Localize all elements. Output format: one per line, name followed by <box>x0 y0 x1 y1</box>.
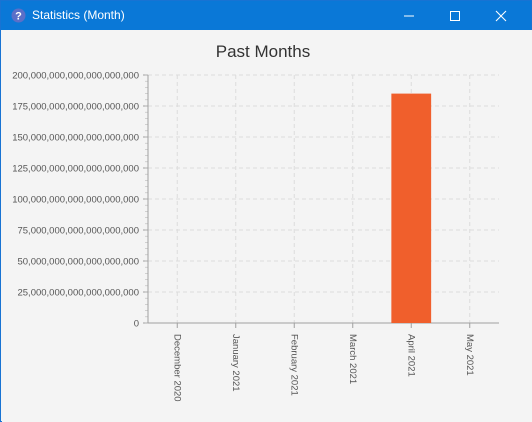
chart-title: Past Months <box>215 42 311 61</box>
x-tick-label: December 2020 <box>171 334 182 402</box>
y-tick-label: 100,000,000,000,000,000,000 <box>12 195 139 206</box>
y-tick-label: 200,000,000,000,000,000,000 <box>12 71 139 82</box>
y-tick-label: 75,000,000,000,000,000,000 <box>17 226 139 237</box>
chart-panel: Past Months 0 25,000,000,000,000,000,000 5… <box>2 30 532 422</box>
window-title: Statistics (Month) <box>32 8 125 22</box>
y-tick-label: 0 <box>134 319 139 330</box>
minimize-icon <box>404 15 414 16</box>
title-bar[interactable]: ? Statistics (Month) <box>1 1 531 30</box>
x-tick-label: April 2021 <box>405 334 416 377</box>
close-icon <box>495 10 507 21</box>
y-tick-label: 125,000,000,000,000,000,000 <box>12 164 139 175</box>
y-tick-label: 25,000,000,000,000,000,000 <box>17 288 139 299</box>
maximize-button[interactable] <box>432 1 478 30</box>
help-question-icon: ? <box>11 8 26 23</box>
x-tick-label: January 2021 <box>230 334 241 392</box>
bar-chart: 0 25,000,000,000,000,000,000 50,000,000,00… <box>12 71 499 402</box>
x-tick-label: February 2021 <box>288 334 299 396</box>
x-tick-label: March 2021 <box>347 334 358 384</box>
svg-text:?: ? <box>15 11 22 23</box>
y-tick-label: 150,000,000,000,000,000,000 <box>12 133 139 144</box>
y-tick-label: 175,000,000,000,000,000,000 <box>12 102 139 113</box>
y-tick-label: 50,000,000,000,000,000,000 <box>17 257 139 268</box>
x-tick-label: May 2021 <box>464 334 475 376</box>
close-button[interactable] <box>478 1 524 30</box>
maximize-icon <box>450 10 460 21</box>
bar <box>391 93 432 323</box>
minimize-button[interactable] <box>386 1 432 30</box>
